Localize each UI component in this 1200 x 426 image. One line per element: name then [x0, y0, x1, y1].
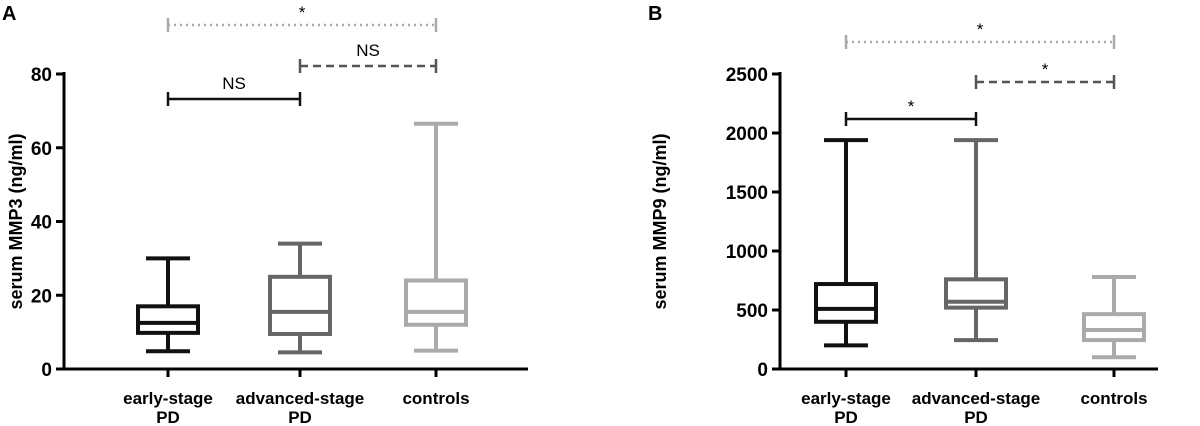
box-3	[1082, 274, 1146, 360]
x-category-label-line2: PD	[156, 408, 180, 426]
box-1	[814, 138, 878, 348]
significance-bracket: *	[844, 97, 978, 126]
significance-label: NS	[222, 74, 246, 93]
box-iqr	[136, 304, 200, 335]
x-category-label: advanced-stage	[912, 389, 1041, 408]
significance-label: *	[1042, 60, 1049, 79]
x-category-label: advanced-stage	[236, 389, 365, 408]
panel-letter: B	[648, 3, 662, 25]
y-tick-label: 500	[736, 301, 768, 322]
y-tick-label: 80	[31, 65, 52, 86]
significance-bracket: *	[166, 3, 438, 32]
y-tick-label: 2500	[726, 65, 768, 86]
y-tick-label: 40	[31, 213, 52, 234]
y-tick-label: 1500	[726, 183, 768, 204]
y-tick-label: 0	[41, 360, 52, 381]
y-tick-label: 1000	[726, 242, 768, 263]
x-category-label-line2: PD	[964, 408, 988, 426]
y-tick-label: 20	[31, 286, 52, 307]
x-category-label: controls	[402, 389, 469, 408]
significance-label: *	[908, 97, 915, 116]
x-category-label-line2: PD	[288, 408, 312, 426]
y-tick-label: 60	[31, 139, 52, 160]
significance-bracket: NS	[166, 74, 302, 106]
y-axis-title: serum MMP3 (ng/ml)	[6, 133, 26, 309]
box-iqr	[1082, 312, 1146, 343]
x-category-label: early-stage	[801, 389, 891, 408]
y-tick-label: 2000	[726, 124, 768, 145]
significance-label: *	[299, 3, 306, 22]
box-iqr	[268, 274, 332, 336]
y-axis-title: serum MMP9 (ng/ml)	[650, 133, 670, 309]
box-iqr	[404, 278, 468, 327]
significance-bracket: *	[974, 60, 1116, 89]
box-3	[404, 121, 468, 353]
significance-bracket: NS	[298, 41, 438, 73]
box-1	[136, 256, 200, 354]
panel-letter: A	[2, 3, 16, 25]
x-category-label-line2: PD	[834, 408, 858, 426]
box-2	[268, 241, 332, 355]
x-category-label: controls	[1080, 389, 1147, 408]
significance-label: NS	[356, 41, 380, 60]
box-iqr	[814, 282, 878, 324]
significance-label: *	[977, 20, 984, 39]
x-category-label: early-stage	[123, 389, 213, 408]
significance-bracket: *	[844, 20, 1116, 49]
y-tick-label: 0	[757, 360, 768, 381]
box-2	[944, 138, 1008, 343]
chart-panel-b: B 0 500 1000 1500 2000 2500 serum MMP9 (ng/ml) e…	[648, 3, 1158, 426]
